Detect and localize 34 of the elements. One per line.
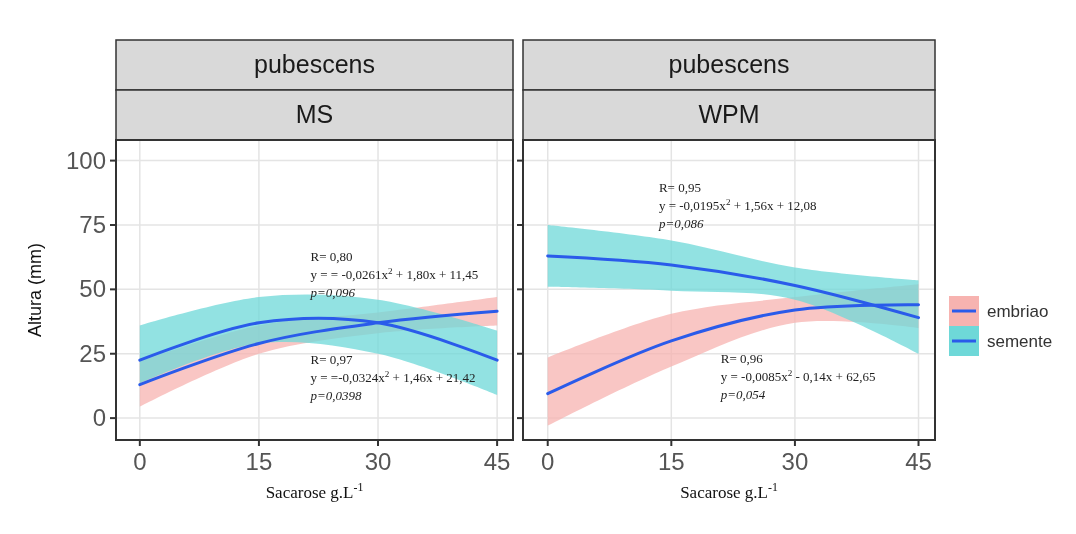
annotation: R= 0,95 xyxy=(658,179,701,195)
annotation: p=0,086 xyxy=(657,215,704,231)
annotation: y = =-0,0324x$^{2}$ + 1,46x + 21,42 xyxy=(310,369,476,386)
x-tick-label: 45 xyxy=(483,448,511,475)
chart-title: pubescens xyxy=(254,50,375,78)
annotation: y = = -0,0261x$^{2}$ + 1,80x + 11,45 xyxy=(310,266,479,283)
x-tick-label: 15 xyxy=(245,448,273,475)
chart-subtitle: WPM xyxy=(698,100,760,128)
x-axis-title: Sacarose g.L$^{-1}$ xyxy=(680,480,778,502)
y-tick-label: 100 xyxy=(65,146,106,174)
x-tick-label: 0 xyxy=(541,448,555,475)
y-tick-label: 50 xyxy=(79,275,106,303)
annotation: p=0,054 xyxy=(719,386,766,402)
x-tick-label: 15 xyxy=(657,448,685,475)
annotation: R= 0,96 xyxy=(720,350,764,366)
x-tick-label: 30 xyxy=(781,448,809,475)
x-tick-label: 30 xyxy=(364,448,392,475)
legend-label: embriao xyxy=(987,302,1049,321)
x-tick-label: 0 xyxy=(133,448,147,475)
annotation: y = -0,0085x$^{2}$ - 0,14x + 62,65 xyxy=(720,367,876,384)
annotation: y = -0,0195x$^{2}$ + 1,56x + 12,08 xyxy=(658,196,817,213)
annotation: p=0,0398 xyxy=(309,388,363,404)
y-tick-label: 75 xyxy=(79,210,106,238)
legend-label: semente xyxy=(987,332,1053,351)
chart-title: pubescens xyxy=(668,50,790,78)
annotation: R= 0,80 xyxy=(310,249,353,265)
y-tick-label: 0 xyxy=(92,404,106,432)
annotation: R= 0,97 xyxy=(310,352,354,368)
y-axis-title: Altura (mm) xyxy=(25,243,45,337)
annotation: p=0,096 xyxy=(309,285,356,301)
x-axis-title: Sacarose g.L$^{-1}$ xyxy=(265,480,364,502)
y-tick-label: 25 xyxy=(79,339,106,367)
x-tick-label: 45 xyxy=(905,448,932,475)
chart-subtitle: MS xyxy=(295,100,334,128)
